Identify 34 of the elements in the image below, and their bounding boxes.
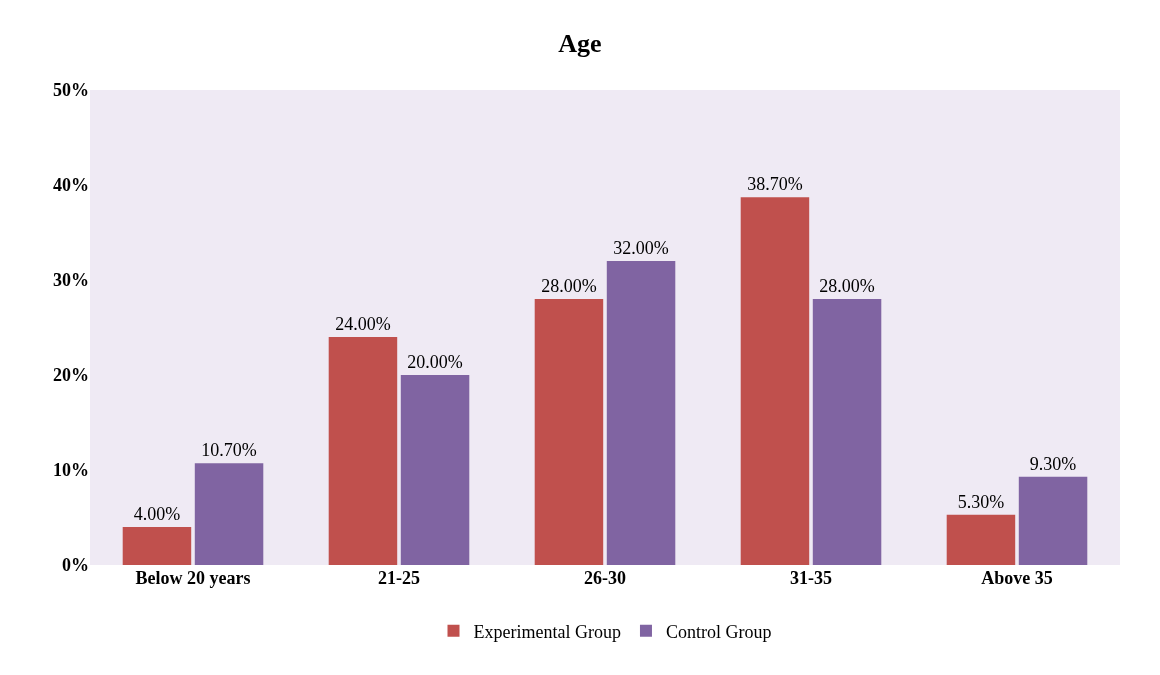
x-tick-label: 31-35 — [790, 568, 832, 588]
y-tick-label: 10% — [53, 460, 89, 481]
bar — [1018, 476, 1088, 565]
bar — [606, 261, 676, 565]
data-label: 9.30% — [1029, 453, 1077, 474]
data-label: 20.00% — [407, 352, 463, 372]
data-label: 38.70% — [747, 174, 803, 195]
data-label: 5.30% — [957, 491, 1005, 512]
y-tick-label: 50% — [53, 80, 89, 101]
data-label: 28.00% — [541, 276, 597, 296]
data-label: 24.00% — [335, 314, 391, 334]
x-tick-label: Below 20 years — [135, 568, 251, 588]
x-tick-label: 26-30 — [584, 568, 626, 588]
bar — [534, 299, 604, 565]
bar — [194, 463, 264, 565]
x-tick-label: 21-25 — [378, 568, 420, 588]
y-tick-label: 0% — [62, 555, 89, 576]
bar — [812, 299, 882, 565]
chart-title: Age — [558, 28, 602, 58]
bar — [400, 375, 470, 565]
y-tick-label: 30% — [53, 270, 89, 291]
bar — [328, 337, 398, 565]
bar — [946, 514, 1016, 565]
bar — [122, 527, 192, 565]
data-label: 10.70% — [201, 440, 257, 461]
data-label: 32.00% — [613, 238, 669, 258]
y-tick-label: 40% — [53, 175, 89, 196]
data-label: 28.00% — [819, 276, 875, 296]
bar — [740, 197, 810, 565]
data-label: 4.00% — [133, 504, 181, 524]
x-tick-label: Above 35 — [981, 568, 1053, 588]
legend-label: Control Group — [665, 621, 772, 642]
legend-label: Experimental Group — [473, 621, 621, 642]
y-tick-label: 20% — [53, 365, 89, 386]
